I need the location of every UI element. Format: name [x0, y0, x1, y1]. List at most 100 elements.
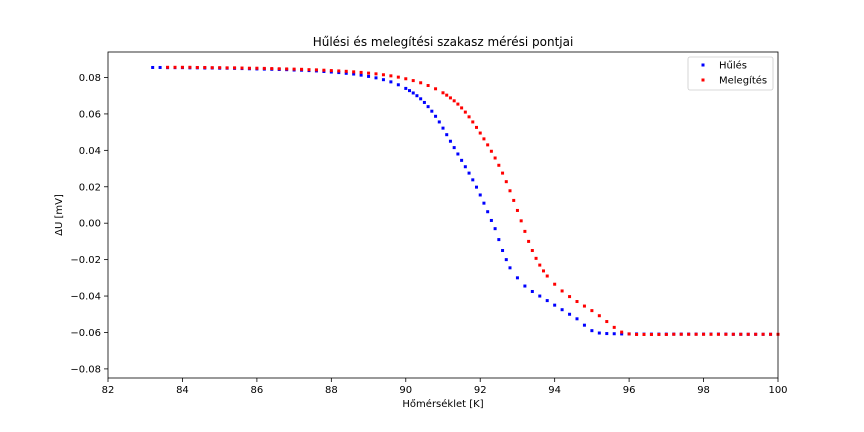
- y-tick-label: 0.00: [79, 219, 101, 230]
- data-point: [441, 91, 445, 95]
- data-point: [233, 66, 237, 70]
- data-point: [612, 332, 616, 336]
- data-point: [292, 67, 296, 71]
- data-point: [519, 219, 523, 223]
- data-point: [508, 266, 512, 270]
- data-point: [560, 289, 564, 293]
- data-point: [441, 126, 445, 130]
- data-point: [411, 91, 415, 95]
- data-point: [590, 329, 594, 333]
- x-tick-label: 82: [102, 385, 115, 396]
- data-point: [337, 71, 341, 75]
- data-point: [422, 100, 426, 104]
- y-tick-label: −0.06: [70, 328, 101, 339]
- data-point: [501, 171, 505, 175]
- data-point: [642, 332, 646, 336]
- x-axis: 82 84 86 88 90 92 94 96 98 100: [102, 378, 788, 396]
- data-point: [247, 66, 251, 70]
- data-point: [337, 69, 341, 73]
- data-point: [307, 68, 311, 72]
- data-point: [210, 66, 214, 70]
- data-point: [620, 330, 624, 334]
- data-point: [270, 67, 274, 71]
- data-point: [679, 332, 683, 336]
- data-point: [527, 239, 531, 243]
- data-point: [478, 193, 482, 197]
- data-point: [434, 114, 438, 118]
- data-point: [475, 125, 478, 129]
- data-point: [389, 80, 393, 84]
- data-point: [716, 332, 720, 336]
- data-point: [404, 77, 408, 81]
- data-point: [426, 84, 430, 88]
- data-point: [430, 109, 434, 113]
- data-point: [445, 93, 449, 97]
- data-point: [396, 75, 400, 79]
- data-point: [627, 332, 631, 336]
- data-point: [553, 303, 557, 307]
- data-point: [408, 89, 411, 93]
- data-point: [374, 72, 378, 76]
- data-point: [475, 185, 478, 189]
- data-point: [545, 299, 549, 303]
- data-point: [374, 76, 378, 80]
- data-point: [404, 86, 408, 90]
- data-point: [463, 165, 467, 169]
- data-point: [590, 309, 594, 313]
- data-point: [512, 198, 516, 202]
- x-tick-label: 92: [474, 385, 487, 396]
- x-tick-label: 86: [251, 385, 264, 396]
- data-point: [285, 67, 289, 71]
- data-point: [482, 201, 486, 205]
- data-point: [769, 332, 773, 336]
- data-point: [493, 156, 497, 160]
- data-point: [515, 208, 519, 212]
- data-point: [553, 282, 557, 286]
- data-point: [657, 332, 661, 336]
- data-point: [419, 97, 423, 101]
- legend: Hűlés Melegítés: [687, 56, 774, 91]
- data-point: [344, 69, 348, 73]
- y-tick-label: 0.02: [79, 182, 101, 193]
- legend-marker-melegites: [701, 78, 705, 82]
- data-point: [467, 115, 471, 119]
- data-point: [568, 295, 572, 299]
- data-point: [538, 294, 542, 298]
- data-point: [620, 332, 624, 336]
- data-point: [411, 79, 415, 83]
- data-point: [471, 120, 475, 124]
- y-tick-label: −0.08: [70, 364, 101, 375]
- data-point: [352, 72, 356, 76]
- data-point: [478, 131, 482, 135]
- data-point: [605, 320, 609, 324]
- data-point: [575, 317, 579, 321]
- data-point: [329, 69, 333, 73]
- data-point: [672, 332, 676, 336]
- data-point: [460, 158, 464, 162]
- data-point: [240, 66, 244, 70]
- series-melegites: [166, 65, 780, 336]
- data-point: [456, 152, 460, 156]
- data-point: [415, 94, 419, 98]
- data-point: [635, 332, 639, 336]
- x-tick-label: 94: [548, 385, 561, 396]
- data-point: [486, 143, 490, 147]
- data-point: [188, 65, 192, 69]
- data-point: [471, 178, 475, 182]
- data-point: [605, 332, 609, 336]
- data-point: [530, 249, 534, 253]
- data-point: [761, 332, 765, 336]
- chart-title: Hűlési és melegítési szakasz mérési pont…: [313, 35, 574, 49]
- data-point: [437, 120, 441, 124]
- data-point: [173, 65, 177, 69]
- data-point: [508, 189, 512, 193]
- data-point: [530, 289, 534, 293]
- data-point: [575, 300, 579, 304]
- y-axis: 0.08 0.06 0.04 0.02 0.00 −0.02 −0.04 −0.06 −0.08: [70, 73, 108, 375]
- data-point: [359, 73, 363, 77]
- series-layer: [151, 65, 780, 336]
- data-point: [568, 312, 572, 316]
- data-point: [314, 68, 318, 72]
- data-point: [709, 332, 713, 336]
